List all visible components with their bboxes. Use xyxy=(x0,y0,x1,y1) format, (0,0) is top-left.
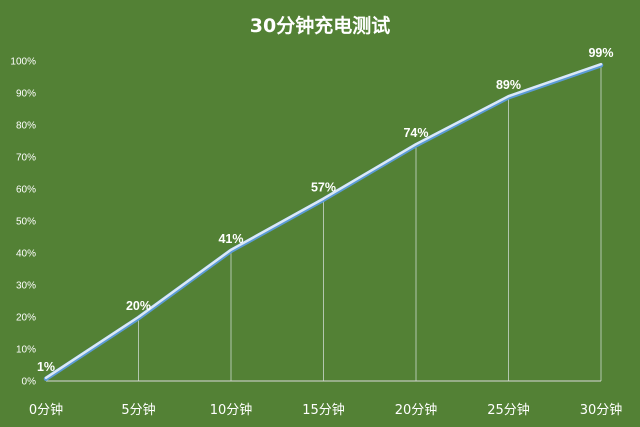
y-tick-label: 80% xyxy=(16,121,36,132)
y-tick-label: 10% xyxy=(16,345,36,356)
y-tick-label: 100% xyxy=(10,57,36,68)
y-tick-label: 90% xyxy=(16,89,36,100)
y-tick-label: 40% xyxy=(16,249,36,260)
y-tick-label: 60% xyxy=(16,185,36,196)
data-label: 74% xyxy=(403,126,428,140)
series-line xyxy=(44,62,603,380)
x-tick-label: 20分钟 xyxy=(395,402,438,418)
data-labels: 1% 20% 41% 57% 74% 89% 99% xyxy=(37,46,614,374)
data-label: 57% xyxy=(311,181,336,195)
data-label: 1% xyxy=(37,360,55,374)
y-tick-label: 20% xyxy=(16,313,36,324)
x-tick-label: 15分钟 xyxy=(302,402,345,418)
data-label: 89% xyxy=(496,78,521,92)
y-tick-label: 50% xyxy=(16,217,36,228)
y-tick-label: 30% xyxy=(16,281,36,292)
data-label: 99% xyxy=(588,46,613,60)
chart-title: 30分钟充电测试 xyxy=(250,14,390,37)
y-axis-ticks: 0% 10% 20% 30% 40% 50% 60% 70% 80% 90% 100% xyxy=(10,57,36,388)
x-tick-label: 30分钟 xyxy=(580,402,623,418)
x-tick-label: 0分钟 xyxy=(29,402,63,418)
x-tick-label: 10分钟 xyxy=(210,402,253,418)
drop-lines xyxy=(138,64,602,381)
x-tick-label: 25分钟 xyxy=(487,402,530,418)
series-line-group xyxy=(43,62,604,382)
x-tick-label: 5分钟 xyxy=(121,402,155,418)
y-tick-label: 0% xyxy=(22,377,37,388)
data-label: 20% xyxy=(126,299,151,313)
data-label: 41% xyxy=(218,232,243,246)
y-tick-label: 70% xyxy=(16,153,36,164)
x-axis-ticks: 0分钟 5分钟 10分钟 15分钟 20分钟 25分钟 30分钟 xyxy=(29,402,622,418)
